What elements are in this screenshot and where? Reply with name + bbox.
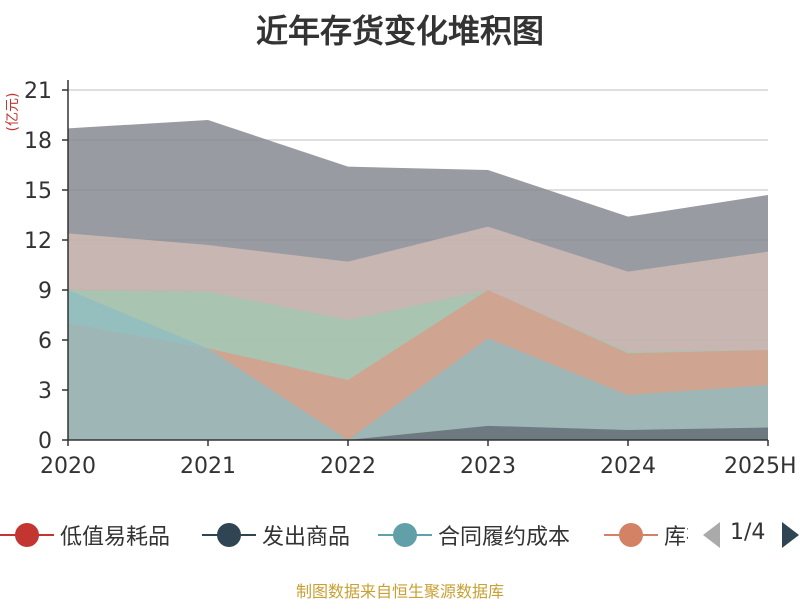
y-tick-labels: 0 3 6 9 12 15 18 21 [24, 79, 52, 454]
x-tick-label: 2025H [724, 454, 797, 479]
legend-marker-icon [202, 515, 256, 555]
legend: 低值易耗品 发出商品 合同履约成本 库存商品 1/4 [0, 515, 800, 555]
legend-marker-icon [604, 515, 658, 555]
y-axis-label: (亿元) [5, 93, 21, 132]
axes [62, 80, 769, 446]
area-series-5 [68, 425, 768, 440]
x-tick-label: 2024 [600, 454, 656, 479]
x-tick-label: 2020 [40, 454, 96, 479]
legend-label: 发出商品 [262, 525, 351, 550]
source-note: 制图数据来自恒生聚源数据库 [295, 582, 504, 601]
legend-label: 低值易耗品 [60, 525, 171, 550]
legend-label: 合同履约成本 [438, 525, 571, 550]
area-series [68, 120, 768, 440]
x-tick-label: 2023 [460, 454, 516, 479]
y-tick-label: 21 [24, 79, 52, 104]
y-tick-label: 3 [38, 379, 52, 404]
y-tick-label: 9 [38, 279, 52, 304]
prev-page-icon[interactable] [703, 522, 720, 548]
legend-marker-icon [378, 515, 432, 555]
y-tick-label: 12 [24, 229, 52, 254]
next-page-icon[interactable] [782, 522, 799, 548]
chart-title: 近年存货变化堆积图 [255, 12, 544, 50]
legend-item[interactable]: 发出商品 [202, 515, 350, 555]
y-tick-label: 0 [38, 429, 52, 454]
area-series-4 [68, 290, 768, 440]
legend-item[interactable]: 合同履约成本 [378, 515, 570, 555]
legend-label: 库存商品 [664, 525, 688, 550]
legend-pager: 1/4 [700, 515, 800, 555]
legend-page-indicator: 1/4 [730, 520, 766, 545]
y-tick-label: 6 [38, 329, 52, 354]
x-tick-label: 2022 [320, 454, 376, 479]
legend-items: 低值易耗品 发出商品 合同履约成本 库存商品 [0, 515, 688, 555]
legend-marker-icon [0, 515, 54, 555]
x-tick-label: 2021 [180, 454, 236, 479]
y-tick-label: 15 [24, 179, 52, 204]
x-tick-labels: 2020 2021 2022 2023 2024 2025H [40, 454, 797, 479]
legend-item[interactable]: 低值易耗品 [0, 515, 170, 555]
legend-item[interactable]: 库存商品 [604, 515, 688, 555]
y-tick-label: 18 [24, 129, 52, 154]
